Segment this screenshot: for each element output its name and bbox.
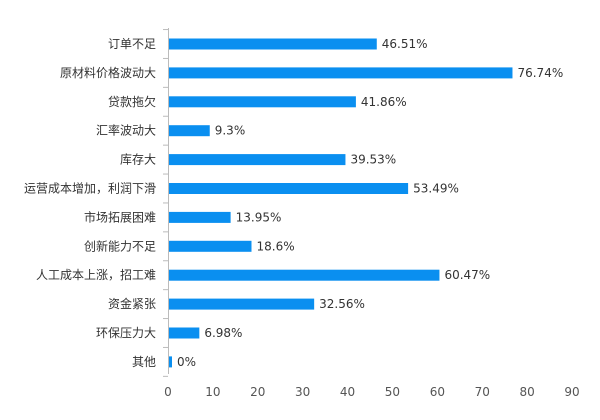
- bar: [168, 154, 346, 166]
- category-label: 人工成本上涨，招工难: [36, 267, 156, 282]
- bar: [168, 298, 315, 310]
- category-label: 创新能力不足: [84, 238, 156, 253]
- x-tick-label: 40: [340, 385, 355, 399]
- data-label: 76.74%: [517, 66, 563, 80]
- category-label: 市场拓展困难: [84, 209, 156, 224]
- x-tick-label: 70: [475, 385, 490, 399]
- bars-layer: [168, 38, 513, 368]
- bar: [168, 125, 210, 137]
- bar: [168, 96, 356, 108]
- category-label: 库存大: [120, 152, 156, 167]
- x-tick-label: 90: [564, 385, 579, 399]
- data-label: 0%: [177, 355, 196, 369]
- bar: [168, 211, 231, 223]
- bar: [168, 67, 513, 79]
- category-label: 贷款拖欠: [108, 94, 156, 109]
- x-tick-label: 0: [164, 385, 172, 399]
- category-label: 原材料价格波动大: [60, 65, 156, 80]
- x-axis: 0 10 20 30 40 50 60 70 80 90: [163, 28, 580, 399]
- data-label: 41.86%: [361, 95, 407, 109]
- x-tick-label: 50: [385, 385, 400, 399]
- category-labels: 订单不足原材料价格波动大贷款拖欠汇率波动大库存大运营成本增加，利润下滑市场拓展困…: [24, 37, 156, 369]
- x-tick-label: 10: [205, 385, 220, 399]
- x-tick-label: 20: [250, 385, 265, 399]
- data-label: 6.98%: [204, 326, 242, 340]
- bar: [168, 269, 440, 281]
- bar: [168, 38, 377, 50]
- x-tick-label: 80: [519, 385, 534, 399]
- category-label: 环保压力大: [96, 326, 156, 340]
- data-label: 18.6%: [256, 239, 294, 253]
- bar: [168, 183, 409, 194]
- data-label: 39.53%: [350, 153, 396, 167]
- bar: [168, 327, 200, 339]
- category-label: 资金紧张: [108, 296, 156, 311]
- bar: [168, 240, 252, 252]
- data-label: 32.56%: [319, 297, 365, 311]
- data-label: 46.51%: [382, 37, 428, 51]
- category-label: 其他: [132, 355, 156, 369]
- data-label: 9.3%: [215, 124, 246, 138]
- data-label: 60.47%: [444, 268, 490, 282]
- category-label: 运营成本增加，利润下滑: [24, 182, 156, 196]
- category-label: 汇率波动大: [96, 123, 156, 138]
- category-label: 订单不足: [108, 37, 156, 51]
- x-tick-label: 30: [295, 385, 310, 399]
- data-label: 13.95%: [236, 210, 282, 224]
- x-tick-label: 60: [430, 385, 445, 399]
- data-label: 53.49%: [413, 182, 459, 196]
- value-labels: 46.51% 76.74% 41.86% 9.3% 39.53% 53.49% 13.95%…: [177, 37, 563, 369]
- bar: [168, 356, 172, 368]
